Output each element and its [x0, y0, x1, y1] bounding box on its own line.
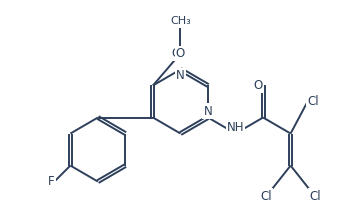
- Text: F: F: [48, 175, 54, 188]
- Text: O: O: [254, 79, 263, 92]
- Text: Cl: Cl: [260, 190, 272, 203]
- Text: O: O: [176, 47, 185, 60]
- Text: CH₃: CH₃: [170, 16, 191, 26]
- Text: N: N: [203, 104, 213, 118]
- Text: Cl: Cl: [308, 95, 319, 108]
- Text: N: N: [176, 69, 185, 83]
- Text: NH: NH: [227, 120, 244, 134]
- Text: O: O: [171, 47, 181, 60]
- Text: Cl: Cl: [310, 190, 321, 203]
